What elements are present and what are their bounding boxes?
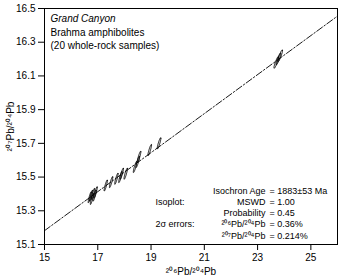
svg-text:21: 21 [199, 252, 211, 263]
svg-text:Brahma amphibolites(20 whole-r: Brahma amphibolites(20 whole-rock sample… [51, 27, 160, 51]
svg-text:²⁰⁶Pb/²⁰⁴Pb: ²⁰⁶Pb/²⁰⁴Pb [166, 266, 217, 277]
svg-text:Grand Canyon: Grand Canyon [51, 13, 116, 24]
svg-text:25: 25 [305, 252, 317, 263]
svg-text:16.3: 16.3 [16, 36, 36, 47]
svg-text:15.5: 15.5 [16, 171, 36, 182]
svg-text:15.7: 15.7 [16, 138, 36, 149]
svg-text:15: 15 [39, 252, 51, 263]
svg-text:= 1883±53 Ma= 1.00= 0.45= 0.36: = 1883±53 Ma= 1.00= 0.45= 0.36%= 0.214% [270, 186, 328, 241]
svg-text:15.3: 15.3 [16, 205, 36, 216]
svg-text:17: 17 [92, 252, 104, 263]
svg-text:16.5: 16.5 [16, 3, 36, 14]
svg-text:15.1: 15.1 [16, 239, 36, 250]
svg-text:23: 23 [252, 252, 264, 263]
svg-text:²⁰⁷Pb/²⁰⁴Pb: ²⁰⁷Pb/²⁰⁴Pb [5, 101, 16, 151]
svg-text:Isochron AgeMSWDProbability²⁰⁶: Isochron AgeMSWDProbability²⁰⁶Pb/²⁰⁴Pb²⁰… [213, 186, 266, 241]
svg-text:15.9: 15.9 [16, 104, 36, 115]
svg-text:Isoplot:2σ errors:: Isoplot:2σ errors: [156, 197, 195, 230]
svg-text:16.1: 16.1 [16, 70, 36, 81]
svg-text:19: 19 [145, 252, 157, 263]
